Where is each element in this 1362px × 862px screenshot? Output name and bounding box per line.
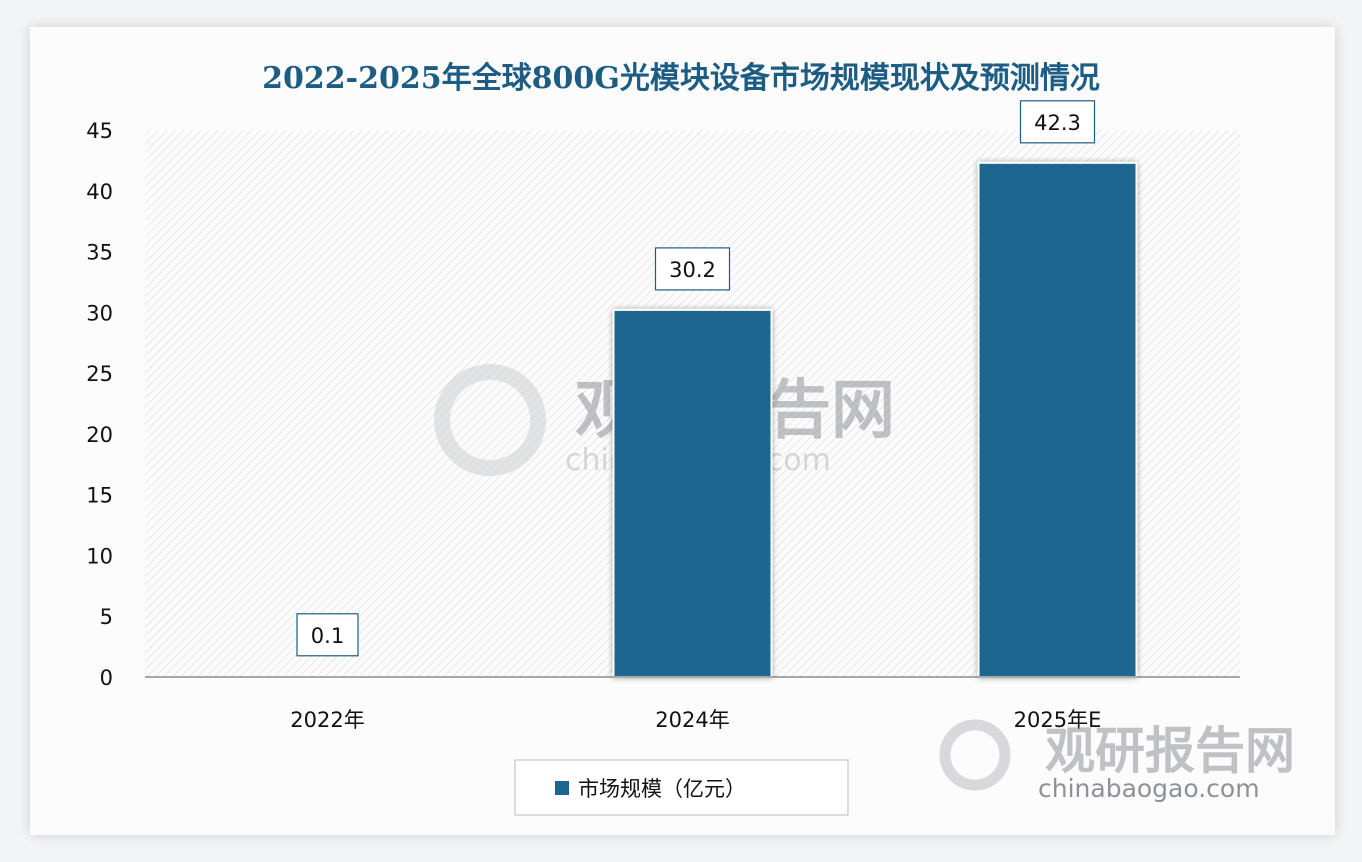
watermark-text: 观研报告网 — [1045, 722, 1295, 780]
y-tick-label: 20 — [86, 423, 113, 447]
chart-title: 2022-2025年全球800G光模块设备市场规模现状及预测情况 — [262, 61, 1100, 96]
y-tick-label: 30 — [86, 301, 113, 325]
data-label: 42.3 — [1034, 111, 1081, 135]
data-label: 0.1 — [311, 624, 344, 648]
y-tick-label: 45 — [86, 119, 113, 143]
watermark-corner: 观研报告网 chinabaogao.com — [939, 719, 1295, 803]
y-tick-label: 0 — [100, 666, 113, 690]
x-tick-label: 2024年 — [655, 708, 729, 732]
y-tick-label: 40 — [86, 180, 113, 204]
y-tick-label: 10 — [86, 544, 113, 568]
legend: 市场规模（亿元） — [514, 759, 849, 816]
legend-swatch — [555, 781, 569, 795]
bar — [977, 161, 1138, 678]
x-tick-label: 2025年E — [1014, 708, 1102, 732]
legend-label: 市场规模（亿元） — [578, 777, 746, 801]
y-tick-label: 15 — [86, 484, 113, 508]
y-tick-label: 25 — [86, 362, 113, 386]
y-tick-label: 35 — [86, 241, 113, 265]
bar — [612, 308, 773, 678]
watermark-url: chinabaogao.com — [1038, 774, 1260, 803]
data-label-box — [1019, 100, 1096, 144]
data-label-box — [654, 247, 731, 291]
data-label: 30.2 — [669, 258, 716, 282]
y-tick-label: 5 — [100, 605, 113, 629]
x-tick-label: 2022年 — [290, 708, 364, 732]
data-label-box — [296, 613, 359, 657]
legend-box — [514, 759, 849, 816]
